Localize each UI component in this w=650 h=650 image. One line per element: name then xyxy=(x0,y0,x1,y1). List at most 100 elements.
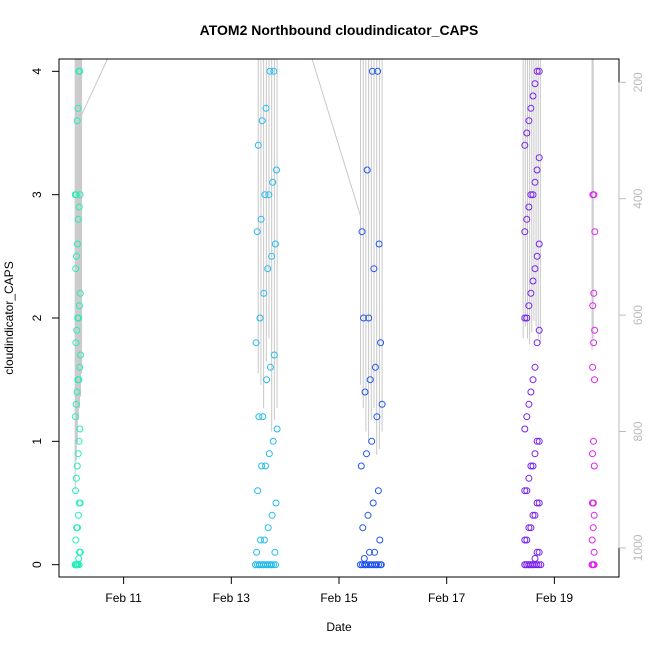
data-point xyxy=(74,104,82,112)
data-point xyxy=(264,524,272,532)
data-point xyxy=(75,203,83,211)
data-point xyxy=(533,561,541,569)
data-point xyxy=(588,561,596,569)
data-point xyxy=(589,450,596,458)
data-point xyxy=(535,499,543,507)
data-point xyxy=(72,265,80,273)
data-point xyxy=(590,548,598,556)
data-point xyxy=(533,166,541,174)
data-point xyxy=(72,191,80,199)
data-point xyxy=(72,536,80,544)
data-point xyxy=(529,376,537,384)
data-point xyxy=(260,536,268,544)
data-point xyxy=(368,67,376,75)
data-point xyxy=(523,129,531,137)
data-point xyxy=(364,511,372,519)
data-point xyxy=(590,511,598,519)
data-point xyxy=(523,215,531,223)
data-point xyxy=(363,450,370,458)
data-point xyxy=(75,555,83,562)
data-point xyxy=(533,67,541,75)
data-point xyxy=(75,376,83,384)
data-point xyxy=(254,487,262,495)
data-point xyxy=(521,314,529,322)
data-point xyxy=(256,314,264,322)
data-point xyxy=(533,499,541,507)
data-point xyxy=(378,400,386,408)
x-tick-label: Feb 17 xyxy=(428,591,466,605)
data-point xyxy=(531,265,539,273)
data-point xyxy=(368,437,376,445)
data-point xyxy=(377,561,384,569)
data-point xyxy=(74,511,82,519)
data-point xyxy=(266,67,274,75)
data-point xyxy=(72,487,79,495)
data-point xyxy=(533,548,541,556)
data-point xyxy=(376,536,384,544)
data-point xyxy=(254,141,262,149)
data-point xyxy=(257,536,264,544)
transit-line-1 xyxy=(311,58,362,217)
y-tick-label: 1 xyxy=(30,438,44,445)
data-point xyxy=(357,462,365,470)
axes-layer: Feb 11 Feb 13 Feb 15 Feb 17 Feb 19 0 1 2 3 4 200 40… xyxy=(30,58,645,605)
data-point xyxy=(590,561,598,569)
data-point xyxy=(75,437,83,445)
data-point xyxy=(261,191,269,199)
data-point xyxy=(535,548,543,556)
data-point xyxy=(73,326,81,334)
y-tick-label: 0 xyxy=(30,561,44,568)
altitude-profile-0 xyxy=(74,58,83,490)
data-point xyxy=(590,437,597,445)
y-tick-label: 3 xyxy=(30,191,44,198)
data-point xyxy=(535,154,543,162)
right-tick-label: 400 xyxy=(631,188,645,208)
data-point xyxy=(523,314,531,322)
data-point xyxy=(73,117,81,125)
data-point xyxy=(272,499,280,507)
data-point xyxy=(76,67,84,75)
data-point xyxy=(374,487,382,495)
series-0 xyxy=(71,67,84,569)
data-point xyxy=(589,499,597,507)
series-3 xyxy=(521,67,545,569)
data-point xyxy=(360,555,368,562)
data-point xyxy=(529,277,537,285)
data-point xyxy=(375,561,382,569)
data-point xyxy=(377,339,385,347)
data-point xyxy=(527,191,535,199)
data-point xyxy=(257,215,265,223)
data-point xyxy=(72,339,80,347)
data-point xyxy=(527,462,535,470)
data-point xyxy=(73,462,81,470)
data-point xyxy=(537,561,545,569)
data-point xyxy=(373,561,380,569)
data-point xyxy=(521,228,529,236)
y-axis-label: cloudindicator_CAPS xyxy=(2,261,16,374)
altitude-profile-4 xyxy=(591,58,594,351)
x-tick-label: Feb 13 xyxy=(213,591,251,605)
data-point xyxy=(73,388,81,396)
x-tick-label: Feb 15 xyxy=(320,591,358,605)
data-point xyxy=(590,339,598,347)
data-point xyxy=(75,314,82,322)
series-1 xyxy=(252,67,281,569)
data-point xyxy=(521,141,529,149)
data-point xyxy=(76,548,84,556)
data-point xyxy=(525,400,533,408)
altitude-profile-3 xyxy=(522,58,541,345)
data-point xyxy=(265,450,273,458)
data-point xyxy=(527,524,535,532)
altitude-profile-layer xyxy=(74,58,594,490)
data-point xyxy=(531,511,539,519)
data-point xyxy=(591,376,598,384)
data-point xyxy=(535,561,543,569)
data-point xyxy=(591,326,599,334)
data-point xyxy=(260,289,268,297)
data-point xyxy=(535,67,543,75)
data-point xyxy=(264,265,272,273)
data-point xyxy=(535,240,543,248)
data-point xyxy=(363,166,371,174)
data-point xyxy=(531,178,539,186)
y-tick-label: 2 xyxy=(30,314,44,321)
